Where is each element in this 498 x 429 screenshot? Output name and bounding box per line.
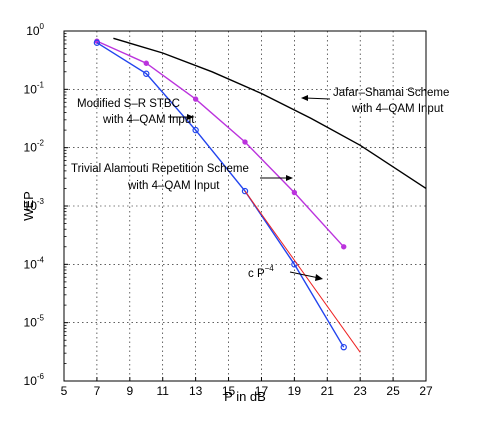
data-point bbox=[192, 96, 199, 102]
y-tick-label: 10-1 bbox=[24, 80, 45, 96]
x-tick-label: 25 bbox=[386, 384, 400, 398]
y-tick-label: 10-3 bbox=[24, 197, 45, 213]
y-axis-ticks: 100 10-1 10-2 10-3 10-4 10-5 10-6 bbox=[24, 22, 68, 388]
data-point bbox=[241, 187, 249, 195]
svg-text:with 4–QAM Input: with 4–QAM Input bbox=[127, 180, 220, 192]
svg-text:Trivial Alamouti Repetition Sc: Trivial Alamouti Repetition Scheme bbox=[71, 163, 249, 175]
x-tick-label: 17 bbox=[255, 384, 269, 398]
series-line-0 bbox=[113, 37, 427, 189]
series-line-2 bbox=[96, 42, 345, 348]
x-axis-label: P in dB bbox=[224, 389, 266, 404]
y-tick-label: 100 bbox=[26, 22, 44, 38]
x-tick-label: 23 bbox=[354, 384, 368, 398]
y-tick-label: 10-5 bbox=[24, 314, 45, 330]
svg-text:Jafar–Shamai Scheme: Jafar–Shamai Scheme bbox=[333, 87, 449, 99]
y-tick-label: 10-4 bbox=[24, 255, 45, 271]
x-tick-label: 11 bbox=[156, 384, 169, 398]
grid bbox=[64, 31, 426, 381]
y-tick-label: 10-2 bbox=[24, 139, 45, 155]
x-tick-label: 5 bbox=[61, 384, 68, 398]
data-point bbox=[242, 139, 248, 145]
data-point bbox=[340, 343, 347, 351]
data-point bbox=[192, 126, 199, 134]
annotation-cp4: c P−4 bbox=[248, 264, 323, 281]
svg-text:with 4–QAM Input: with 4–QAM Input bbox=[351, 103, 444, 115]
arrow-head-cp4 bbox=[315, 274, 323, 281]
series-layer bbox=[93, 37, 427, 353]
y-axis-label: WEP bbox=[21, 191, 36, 221]
x-tick-label: 21 bbox=[321, 384, 335, 398]
data-point bbox=[93, 39, 101, 46]
x-tick-label: 7 bbox=[94, 384, 101, 398]
arrow-head-trivial-alamouti bbox=[286, 175, 293, 181]
arrow-head-modified-sr bbox=[187, 114, 194, 120]
data-point bbox=[291, 189, 298, 196]
data-point bbox=[143, 60, 149, 66]
y-tick-label: 10-6 bbox=[24, 372, 45, 388]
x-tick-label: 9 bbox=[126, 384, 133, 398]
x-tick-label: 15 bbox=[222, 384, 236, 398]
annotation-jafar-shamai: Jafar–Shamai Scheme with 4–QAM Input bbox=[301, 87, 449, 115]
arrow-head-jafar-shamai bbox=[301, 95, 308, 101]
data-point bbox=[341, 244, 347, 250]
arrow-jafar-shamai bbox=[304, 97, 331, 100]
series-line-1 bbox=[96, 40, 345, 248]
svg-text:Modified S–R STBC: Modified S–R STBC bbox=[77, 98, 180, 110]
arrow-cp4 bbox=[289, 271, 320, 279]
annotation-modified-sr: Modified S–R STBC with 4–QAM Input bbox=[77, 98, 195, 126]
series-line-3 bbox=[244, 190, 361, 353]
annotation-trivial-alamouti: Trivial Alamouti Repetition Scheme with … bbox=[71, 163, 293, 192]
data-point bbox=[143, 70, 150, 77]
svg-text:c P−4: c P−4 bbox=[248, 264, 274, 280]
x-tick-label: 27 bbox=[419, 384, 433, 398]
x-axis-ticks: 5 7 9 11 13 15 17 19 21 23 25 27 bbox=[61, 377, 433, 398]
x-tick-label: 13 bbox=[189, 384, 203, 398]
x-tick-label: 19 bbox=[288, 384, 302, 398]
svg-text:with 4–QAM Input: with 4–QAM Input bbox=[102, 114, 195, 126]
